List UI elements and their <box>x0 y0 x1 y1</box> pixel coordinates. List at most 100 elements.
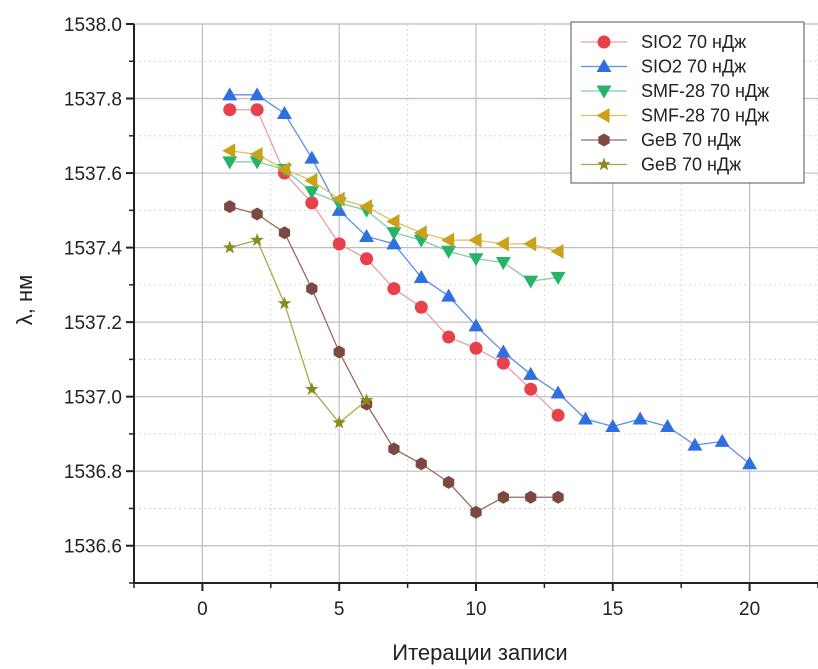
data-point <box>441 232 455 248</box>
data-point <box>222 240 237 254</box>
data-point <box>331 191 345 207</box>
data-point <box>278 226 291 240</box>
series-line <box>229 94 751 465</box>
data-point <box>277 105 292 119</box>
data-point <box>550 271 566 285</box>
data-point <box>277 296 292 310</box>
axes: 0 5 10 15 20 1536.6 1536.8 1537.0 1537.2 1537.4 15… <box>64 15 818 620</box>
data-point <box>468 253 484 267</box>
data-point <box>551 408 565 422</box>
data-point <box>332 237 346 251</box>
data-point <box>742 456 758 470</box>
data-point <box>441 288 457 302</box>
data-point <box>359 228 375 242</box>
data-point <box>413 225 427 241</box>
series-line <box>229 239 367 424</box>
data-point <box>277 161 291 177</box>
y-tick-label: 1537.2 <box>64 313 122 334</box>
legend-item: SIO2 70 нДж <box>581 57 746 77</box>
series-line <box>229 109 559 416</box>
data-point <box>632 411 648 425</box>
data-point <box>386 227 402 241</box>
data-point <box>222 143 236 159</box>
series-6 <box>222 232 374 429</box>
legend-marker <box>598 133 610 147</box>
series-1 <box>223 103 565 422</box>
x-tick-label: 10 <box>465 599 486 620</box>
data-point <box>223 103 237 117</box>
data-point <box>388 442 400 456</box>
series-4 <box>222 143 564 259</box>
legend-item: GeB 70 нДж <box>581 155 741 175</box>
legend-label: SIO2 70 нДж <box>641 32 746 52</box>
x-tick-label: 20 <box>739 599 760 620</box>
data-point <box>222 156 238 170</box>
data-point <box>415 457 427 471</box>
legend-label: GeB 70 нДж <box>641 155 741 175</box>
legend-item: SMF-28 70 нДж <box>581 81 769 101</box>
legend-box <box>570 21 805 184</box>
x-tick-label: 0 <box>197 599 208 620</box>
data-point <box>387 282 401 296</box>
data-point <box>523 236 537 252</box>
data-point <box>468 232 482 248</box>
data-point <box>660 419 675 433</box>
legend-item: GeB 70 нДж <box>581 130 741 150</box>
data-point <box>250 103 264 117</box>
data-point <box>222 87 238 101</box>
series-group <box>222 87 758 519</box>
legend-marker <box>597 35 611 49</box>
data-point <box>333 345 345 359</box>
data-point <box>468 318 484 332</box>
data-point <box>360 252 374 266</box>
y-tick-label: 1536.8 <box>64 462 122 483</box>
data-point <box>359 199 373 215</box>
legend: SIO2 70 нДж SIO2 70 нДж SMF-28 70 нДж SMF-2… <box>570 21 805 184</box>
y-tick-label: 1537.4 <box>64 239 123 260</box>
data-point <box>577 411 593 425</box>
y-tick-label: 1536.6 <box>64 537 122 558</box>
data-point <box>524 382 538 396</box>
y-tick-label: 1537.8 <box>64 90 122 111</box>
data-point <box>414 300 428 314</box>
data-point <box>251 207 263 221</box>
data-point <box>550 243 564 259</box>
x-tick-label: 5 <box>334 599 345 620</box>
y-tick-label: 1537.6 <box>64 164 122 185</box>
data-point <box>443 475 455 489</box>
data-point <box>605 419 621 433</box>
data-point <box>305 196 319 210</box>
legend-label: GeB 70 нДж <box>641 130 741 150</box>
y-tick-label: 1538.0 <box>64 15 122 36</box>
data-point <box>523 366 539 380</box>
x-axis-label: Итерации записи <box>392 640 567 665</box>
data-point <box>304 186 320 200</box>
data-point <box>413 269 429 283</box>
data-point <box>386 214 400 229</box>
data-point <box>497 490 509 504</box>
data-point <box>441 245 457 259</box>
data-point <box>525 490 537 504</box>
legend-label: SIO2 70 нДж <box>641 57 746 77</box>
x-tick-label: 15 <box>602 599 623 620</box>
y-axis-label: λ, нм <box>12 275 37 326</box>
data-point <box>552 490 564 504</box>
data-point <box>332 415 347 429</box>
legend-marker <box>596 59 612 73</box>
data-point <box>306 282 318 296</box>
legend-item: SMF-28 70 нДж <box>581 106 769 126</box>
data-point <box>442 330 456 344</box>
data-point <box>304 150 320 164</box>
legend-label: SMF-28 70 нДж <box>641 81 769 101</box>
legend-marker <box>597 157 611 171</box>
data-point <box>496 356 510 370</box>
data-point <box>249 146 263 162</box>
legend-label: SMF-28 70 нДж <box>641 106 769 126</box>
data-point <box>495 256 511 270</box>
data-point <box>224 200 236 214</box>
data-point <box>523 275 539 289</box>
legend-marker <box>596 85 612 99</box>
data-point <box>470 505 482 519</box>
data-point <box>469 341 483 355</box>
